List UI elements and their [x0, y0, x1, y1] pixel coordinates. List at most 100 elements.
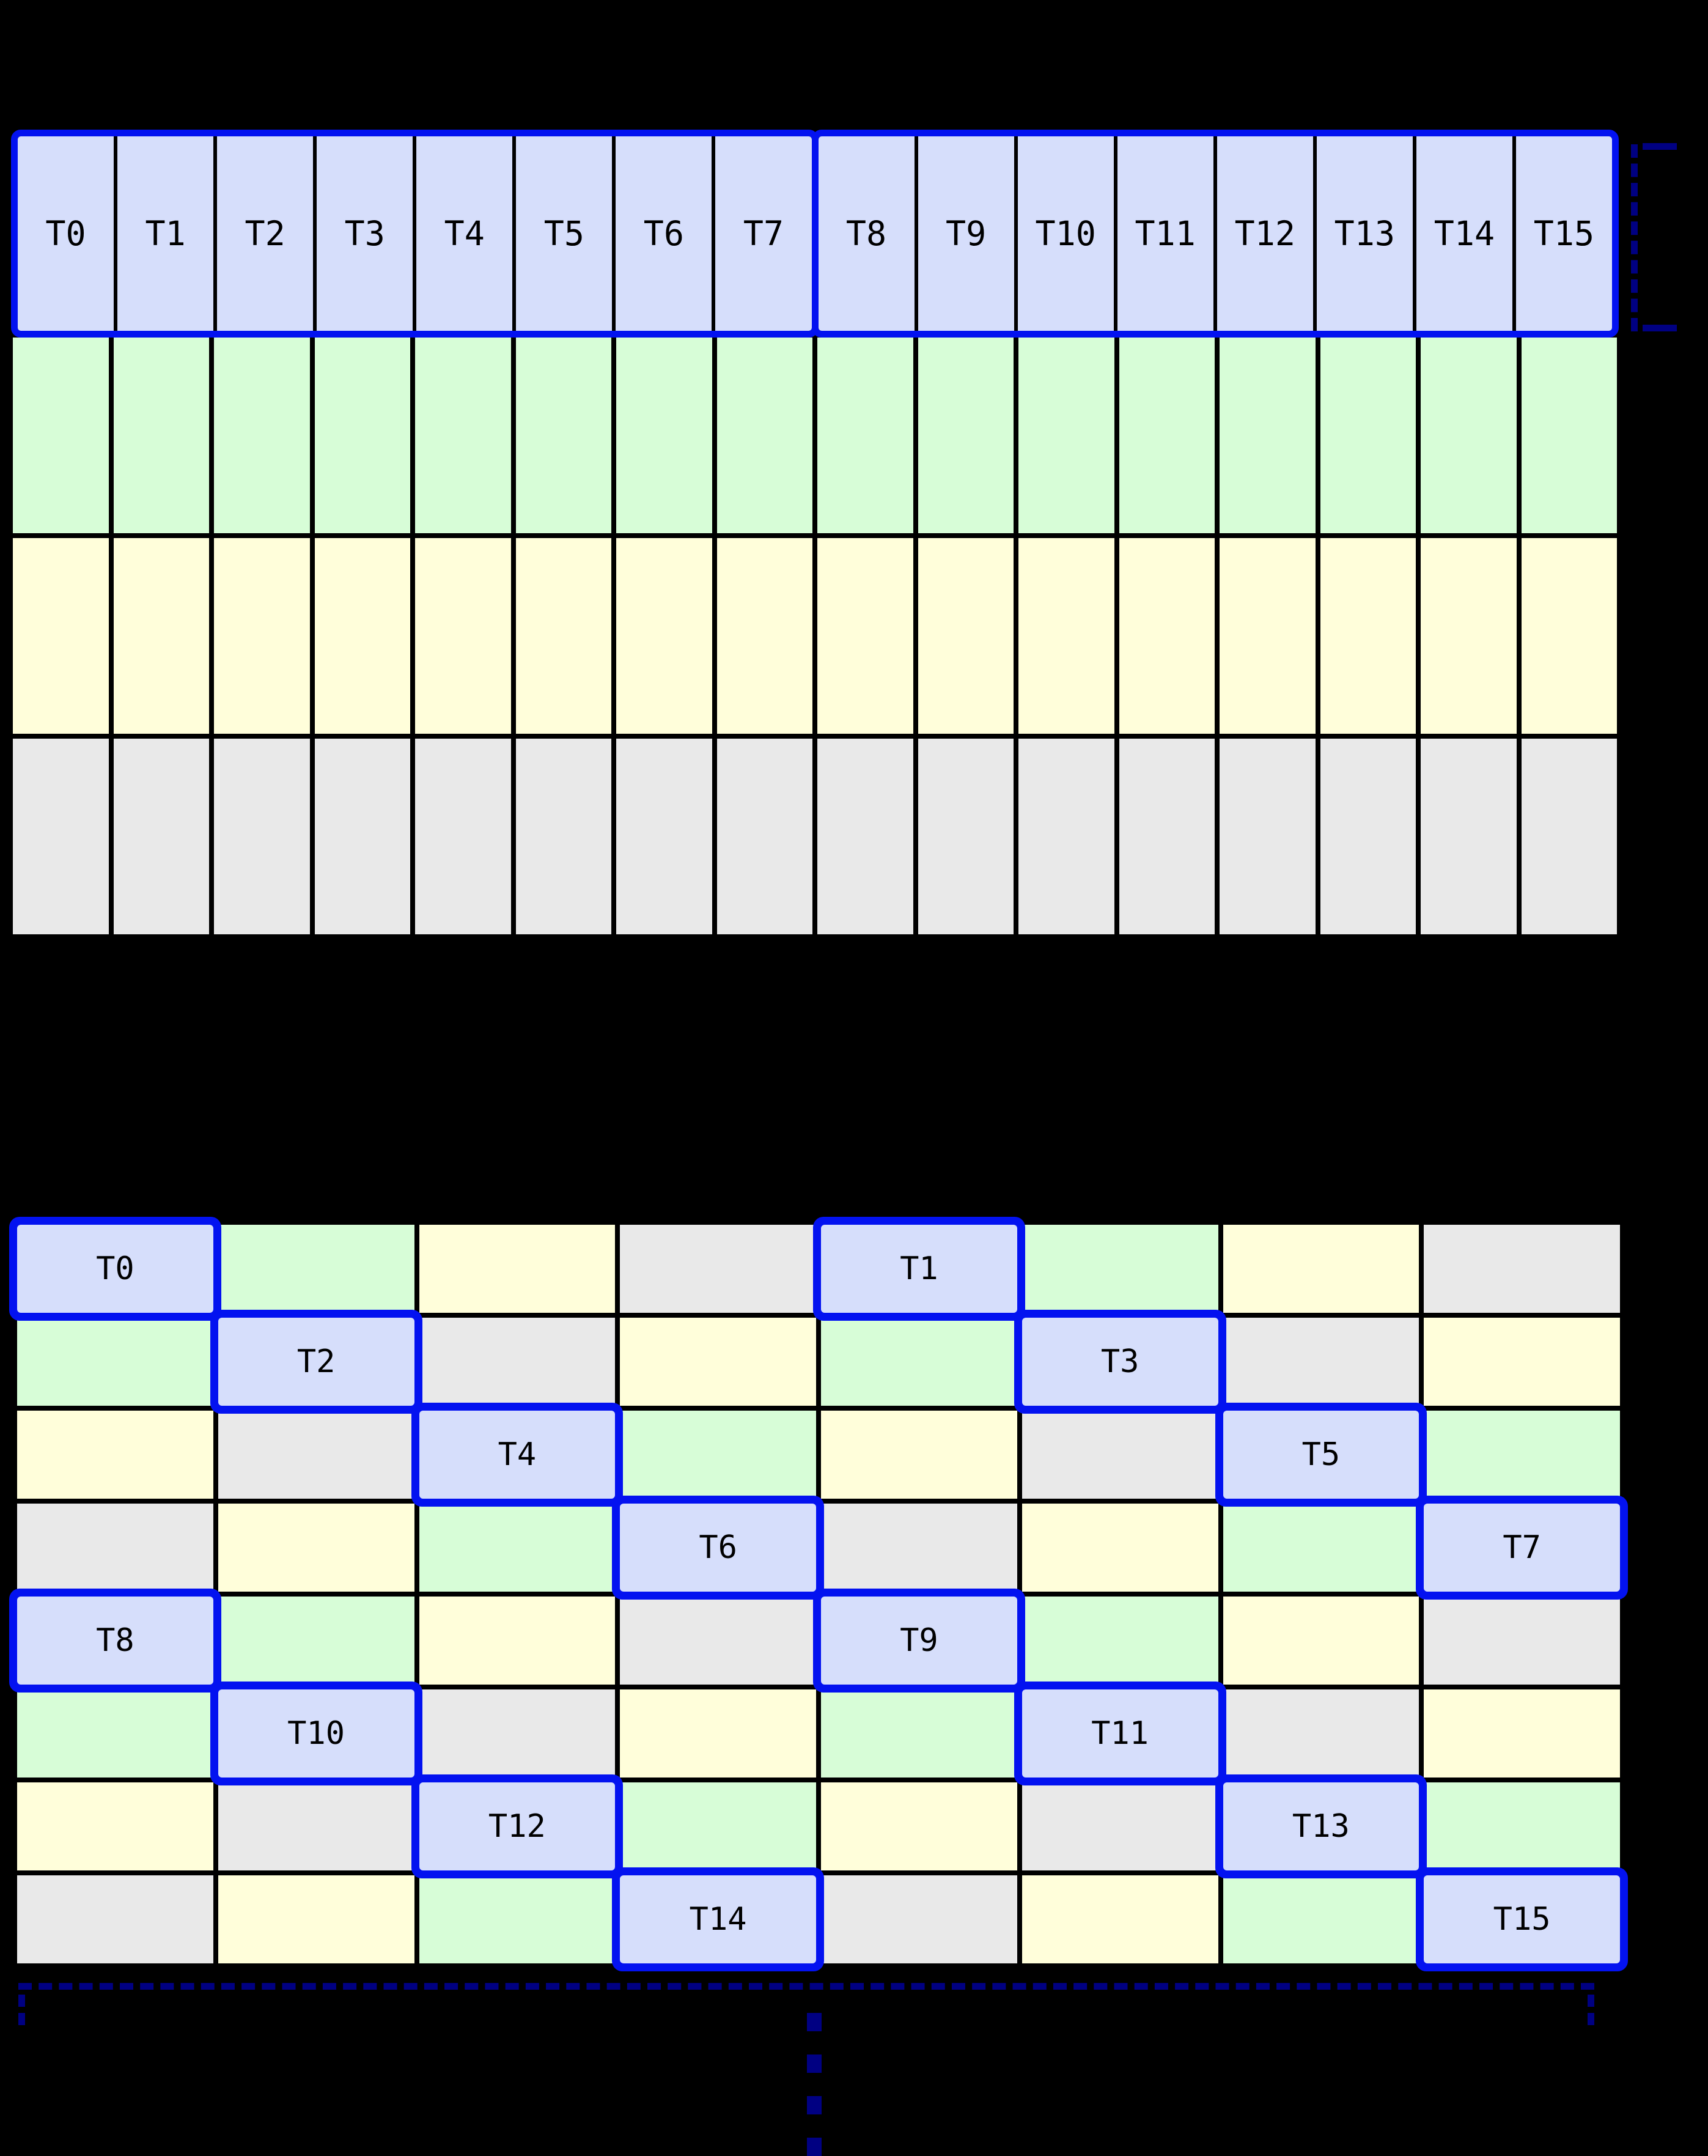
memory-cell-gray	[1424, 1597, 1620, 1685]
thread-access-cell: T2	[218, 1318, 414, 1406]
memory-cell-yellow	[1018, 538, 1114, 734]
thread-access-cell: T7	[1424, 1504, 1620, 1592]
thread-cell: T11	[1117, 136, 1213, 331]
memory-cell-green	[17, 1318, 213, 1406]
memory-cell-yellow	[419, 1597, 616, 1685]
memory-cell-gray	[419, 1318, 616, 1406]
ellipsis-dash	[807, 2138, 822, 2156]
memory-cell-green	[1223, 1875, 1419, 1963]
memory-cell-green	[419, 1875, 616, 1963]
memory-cell-gray	[415, 739, 511, 934]
grid-width-bracket-left-drop	[18, 1995, 25, 2025]
memory-cell-green	[415, 338, 511, 533]
thread-access-cell: T15	[1424, 1875, 1620, 1963]
memory-cell-green	[716, 338, 812, 533]
swizzled-memory-grid: T0 T1 T2 T3 T4 T5 T6 T7 T8 T9 T10 T11 T12 T13 T14 T15	[12, 1220, 1625, 1968]
memory-cell-gray	[821, 1875, 1017, 1963]
memory-cell-gray	[1220, 739, 1316, 934]
memory-cell-green	[620, 1411, 816, 1499]
thread-cell: T3	[317, 136, 413, 331]
memory-cell-green	[515, 338, 611, 533]
memory-cell-green	[918, 338, 1014, 533]
memory-cell-yellow	[620, 1318, 816, 1406]
row-height-bracket-line	[1631, 144, 1638, 331]
memory-cell-yellow	[113, 538, 209, 734]
memory-cell-yellow	[821, 1411, 1017, 1499]
memory-cell-gray	[1021, 1411, 1218, 1499]
memory-cell-yellow	[817, 538, 913, 734]
memory-cell-gray	[817, 739, 913, 934]
thread-access-cell: T0	[17, 1225, 213, 1313]
memory-cell-green	[1320, 338, 1416, 533]
memory-cell-gray	[716, 739, 812, 934]
memory-cell-gray	[1018, 739, 1114, 934]
thread-cell: T8	[818, 136, 915, 331]
thread-cell: T1	[117, 136, 214, 331]
thread-cell: T5	[516, 136, 613, 331]
memory-cell-green	[1021, 1225, 1218, 1313]
memory-cell-yellow	[1021, 1875, 1218, 1963]
memory-cell-yellow	[1424, 1318, 1620, 1406]
memory-cell-yellow	[1119, 538, 1215, 734]
thread-access-cell: T10	[218, 1689, 414, 1778]
memory-cell-green	[1018, 338, 1114, 533]
memory-cell-green	[616, 338, 712, 533]
memory-cell-green	[817, 338, 913, 533]
memory-cell-gray	[515, 739, 611, 934]
memory-cell-yellow	[1021, 1504, 1218, 1592]
row-height-bracket-tick-bottom	[1643, 325, 1677, 331]
memory-cell-green	[1421, 338, 1517, 533]
memory-cell-yellow	[17, 1782, 213, 1870]
memory-cell-green	[113, 338, 209, 533]
memory-cell-yellow	[1223, 1597, 1419, 1685]
memory-cell-yellow	[415, 538, 511, 734]
memory-cell-gray	[616, 739, 712, 934]
memory-cell-green	[13, 338, 109, 533]
thread-access-cell: T3	[1021, 1318, 1218, 1406]
memory-cell-gray	[620, 1225, 816, 1313]
memory-cell-yellow	[1223, 1225, 1419, 1313]
memory-cell-green	[1223, 1504, 1419, 1592]
memory-cell-yellow	[314, 538, 410, 734]
memory-cell-gray	[1223, 1689, 1419, 1778]
memory-cell-gray	[1521, 739, 1617, 934]
memory-cell-yellow	[1421, 538, 1517, 734]
memory-cell-yellow	[918, 538, 1014, 734]
memory-cell-gray	[821, 1504, 1017, 1592]
thread-access-cell: T11	[1021, 1689, 1218, 1778]
memory-cell-yellow	[821, 1782, 1017, 1870]
memory-cell-yellow	[1320, 538, 1416, 734]
memory-cell-yellow	[616, 538, 712, 734]
memory-cell-gray	[314, 739, 410, 934]
grid-width-bracket-line	[18, 1983, 1594, 1990]
memory-cell-gray	[13, 739, 109, 934]
memory-cell-gray	[113, 739, 209, 934]
memory-cell-gray	[214, 739, 310, 934]
memory-cell-yellow	[620, 1689, 816, 1778]
memory-cell-yellow	[17, 1411, 213, 1499]
thread-cell: T6	[616, 136, 712, 331]
thread-cell: T15	[1515, 136, 1612, 331]
memory-cell-green	[821, 1318, 1017, 1406]
memory-cell-gray	[17, 1504, 213, 1592]
thread-access-cell: T14	[620, 1875, 816, 1963]
memory-cell-green	[218, 1597, 414, 1685]
thread-access-cell: T5	[1223, 1411, 1419, 1499]
memory-cell-gray	[419, 1689, 616, 1778]
continuation-ellipsis	[807, 2013, 822, 2156]
thread-cell: T12	[1217, 136, 1313, 331]
thread-access-cell: T8	[17, 1597, 213, 1685]
thread-cell: T7	[715, 136, 812, 331]
memory-cell-yellow	[13, 538, 109, 734]
row-height-bracket-tick-top	[1643, 143, 1677, 150]
memory-cell-gray	[218, 1782, 414, 1870]
thread-access-cell: T9	[821, 1597, 1017, 1685]
memory-cell-green	[314, 338, 410, 533]
memory-cell-yellow	[1521, 538, 1617, 734]
thread-cell: T2	[217, 136, 314, 331]
thread-access-cell: T4	[419, 1411, 616, 1499]
memory-cell-green	[1424, 1411, 1620, 1499]
memory-cell-gray	[17, 1875, 213, 1963]
memory-cell-gray	[918, 739, 1014, 934]
